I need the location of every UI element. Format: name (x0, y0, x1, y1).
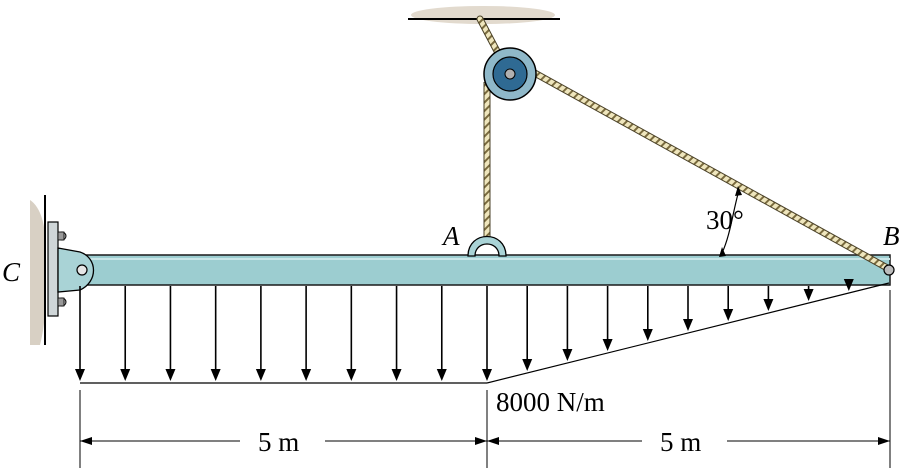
load-arrow-triangular (522, 286, 533, 371)
load-arrow-uniform (391, 286, 402, 381)
pin-b (883, 264, 895, 276)
label-angle: 30° (706, 205, 744, 235)
load-arrow-triangular (723, 286, 734, 321)
load-arrow-uniform (346, 286, 357, 381)
load-arrow-triangular (763, 286, 774, 311)
load-arrow-triangular (602, 286, 613, 351)
label-span-left: 5 m (258, 427, 299, 457)
load-arrow-uniform (210, 286, 221, 381)
distributed-load (75, 279, 854, 381)
load-arrow-uniform (482, 286, 492, 381)
load-arrow-triangular (683, 286, 693, 331)
beam (61, 254, 891, 286)
label-load-intensity: 8000 N/m (496, 387, 605, 417)
load-arrow-uniform (436, 286, 447, 381)
load-arrow-uniform (75, 286, 85, 381)
wall-support (30, 195, 67, 345)
mounting-plate (47, 221, 59, 317)
eye-hook-a (467, 235, 507, 257)
pulley (483, 47, 537, 101)
angle-marker (719, 186, 742, 257)
ceiling-support (408, 6, 560, 24)
label-span-right: 5 m (660, 427, 701, 457)
load-arrow-triangular (843, 279, 854, 291)
dimension-lines (79, 290, 891, 468)
rope-diagonal (518, 62, 895, 274)
label-point-c: C (2, 257, 21, 287)
load-arrow-uniform (301, 286, 312, 381)
load-arrow-uniform (255, 286, 266, 381)
label-point-a: A (441, 221, 460, 251)
load-arrow-uniform (165, 286, 176, 381)
load-arrow-triangular (803, 286, 814, 301)
load-arrow-uniform (120, 286, 131, 381)
load-envelope (80, 282, 890, 384)
label-point-b: B (883, 221, 900, 251)
load-arrow-triangular (642, 286, 653, 341)
load-arrow-triangular (562, 286, 573, 361)
